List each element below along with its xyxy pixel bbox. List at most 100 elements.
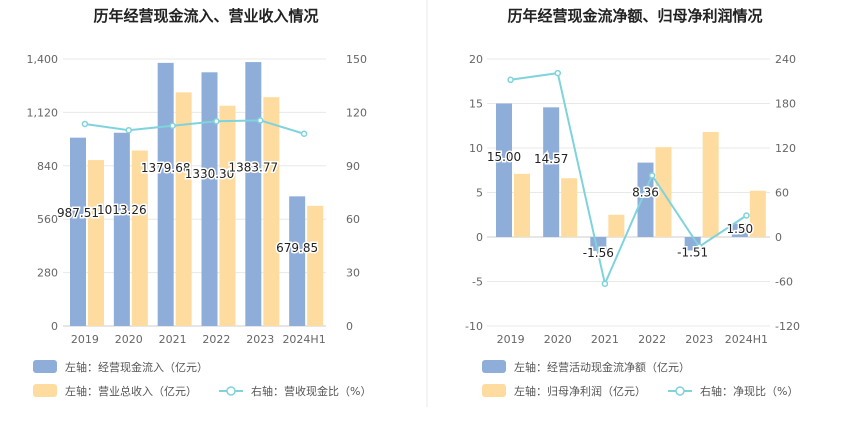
y-left-tick-label: 1,400 (27, 53, 59, 66)
bar-data-label: 987.51 (57, 206, 99, 220)
ratio-point (300, 130, 308, 138)
legend-swatch (482, 384, 506, 397)
chart-cash-inflow-revenue: 历年经营现金流入、营业收入情况 0 0 280 30 560 60 840 90 1,120 120… (27, 7, 372, 398)
bar-secondary (702, 131, 719, 237)
x-tick-label: 2024H1 (725, 333, 768, 346)
bar-primary (70, 137, 86, 326)
ratio-point (648, 172, 656, 179)
bar-secondary (219, 105, 236, 326)
bar-primary (245, 62, 262, 327)
legend-label: 右轴：营收现金比（%） (251, 384, 371, 398)
legend-label: 左轴：经营活动现金流净额（亿元） (514, 360, 690, 374)
bar-secondary (131, 150, 148, 326)
ratio-point (81, 120, 89, 128)
y-right-tick-label: 30 (346, 267, 360, 280)
y-right-tick-label: 0 (775, 231, 782, 244)
y-left-tick-label: 1,120 (27, 106, 59, 119)
y-left-tick-label: 0 (476, 231, 483, 244)
ratio-point (257, 117, 264, 124)
bar-secondary (307, 205, 324, 326)
y-right-tick-label: 150 (346, 53, 367, 66)
bar-primary (289, 196, 306, 326)
y-right-tick-label: 180 (775, 98, 796, 111)
y-left-tick-label: 280 (37, 267, 58, 280)
bar-secondary (263, 97, 280, 327)
legend-label: 左轴：归母净利润（亿元） (514, 384, 646, 398)
x-tick-label: 2023 (685, 333, 713, 346)
bar-primary (543, 107, 560, 238)
y-right-tick-label: 120 (346, 106, 367, 119)
chart-title: 历年经营现金流入、营业收入情况 (93, 7, 318, 25)
legend-line-marker (675, 386, 685, 396)
bar-data-label: -1.56 (583, 246, 614, 260)
bar-secondary (514, 173, 530, 237)
bar-primary (731, 223, 748, 237)
y-right-tick-label: 0 (346, 320, 353, 333)
ratio-line (84, 119, 305, 135)
x-tick-label: 2023 (246, 333, 274, 346)
x-tick-label: 2020 (115, 333, 143, 346)
y-left-tick-label: 5 (476, 187, 483, 200)
ratio-point (507, 76, 514, 84)
y-right-tick-label: -120 (775, 320, 800, 333)
legend-label: 左轴：经营现金流入（亿元） (65, 360, 208, 374)
bar-data-label: -1.51 (677, 245, 708, 259)
y-left-tick-label: 0 (51, 320, 58, 333)
y-left-tick-label: 10 (469, 142, 483, 155)
y-right-tick-label: 60 (346, 213, 360, 226)
legend-label: 右轴：净现比（%） (700, 384, 798, 398)
bar-secondary (561, 178, 578, 237)
bar-primary (157, 62, 174, 327)
bar-data-label: 8.36 (632, 185, 659, 199)
x-tick-label: 2021 (591, 333, 619, 346)
ratio-point (125, 126, 132, 134)
bar-data-label: 14.57 (534, 152, 568, 166)
ratio-point (743, 212, 750, 219)
x-tick-label: 2019 (71, 333, 99, 346)
x-tick-label: 2022 (638, 333, 666, 346)
bar-data-label: 1.50 (726, 222, 753, 236)
ratio-line (510, 71, 747, 287)
y-left-tick-label: -10 (465, 320, 483, 333)
bar-data-label: 1013.26 (97, 203, 147, 217)
x-tick-label: 2020 (544, 333, 572, 346)
x-tick-label: 2021 (159, 333, 187, 346)
x-tick-label: 2022 (202, 333, 230, 346)
bar-secondary (749, 190, 766, 237)
bar-data-label: 1379.68 (141, 161, 191, 175)
chart-title: 历年经营现金流净额、归母净利润情况 (507, 7, 762, 25)
y-left-tick-label: -5 (472, 276, 483, 289)
bar-primary (113, 132, 130, 326)
y-left-tick-label: 15 (469, 98, 483, 111)
legend-swatch (33, 360, 57, 373)
bar-secondary (88, 160, 104, 326)
legend-label: 左轴：营业总收入（亿元） (65, 384, 197, 398)
ratio-point (169, 122, 176, 129)
bar-data-label: 679.85 (276, 241, 318, 255)
y-left-tick-label: 840 (37, 160, 58, 173)
y-right-tick-label: 60 (775, 187, 789, 200)
ratio-point (601, 280, 609, 287)
legend-line-marker (226, 386, 236, 396)
bar-primary (496, 103, 512, 237)
y-right-tick-label: 240 (775, 53, 796, 66)
bar-data-label: 1383.77 (229, 161, 279, 175)
bar-primary (201, 72, 218, 326)
chart-net-cashflow-profit: 历年经营现金流净额、归母净利润情况 -10 -120 -5 -60 0 0 5 60 10 120 1… (465, 7, 800, 398)
bar-data-label: 1330.30 (185, 167, 235, 181)
ratio-point (213, 118, 220, 125)
x-tick-label: 2019 (497, 333, 525, 346)
y-right-tick-label: 90 (346, 160, 360, 173)
bar-data-label: 15.00 (487, 150, 521, 164)
bar-secondary (175, 92, 192, 326)
y-left-tick-label: 560 (37, 213, 58, 226)
legend-swatch (482, 360, 506, 373)
y-right-tick-label: 120 (775, 142, 796, 155)
x-tick-label: 2024H1 (282, 333, 325, 346)
y-left-tick-label: 20 (469, 53, 483, 66)
y-right-tick-label: -60 (775, 276, 793, 289)
legend-swatch (33, 384, 57, 397)
ratio-point (696, 243, 703, 250)
bar-secondary (608, 214, 625, 237)
